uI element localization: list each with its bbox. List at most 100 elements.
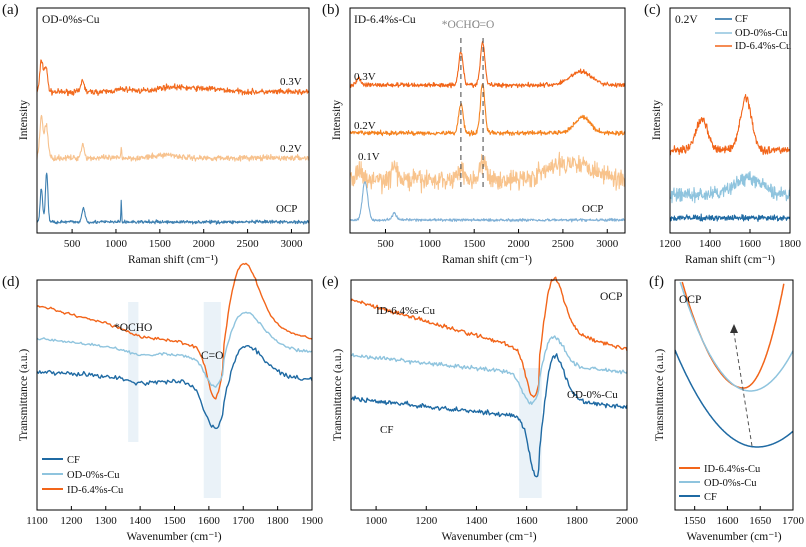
x-ticks-b: 500 1000 1500 2000 2500 3000 [377,229,619,250]
y-axis-label-b: Intensity [331,100,343,140]
x-tick-label: 1000 [419,238,442,250]
x-ticks-f: 1550 1600 1650 1700 [684,506,805,527]
panel-label-c: (c) [644,2,661,18]
x-tick-label: 1700 [782,515,805,527]
series-line-d-2 [36,345,313,430]
x-ticks-c: 1200 1400 1600 1800 [659,229,802,250]
x-tick-label: 1900 [301,515,324,527]
series-line-c-2 [669,213,791,222]
plot-frame-b [349,7,626,234]
series-line-d-1 [36,311,313,388]
annotation-co-b: C=O [472,19,494,31]
x-axis-label-b: Raman shift (cm⁻¹) [442,254,532,266]
x-tick-label: 1400 [129,515,152,527]
curve-label-a-2: OCP [276,203,297,215]
plot-frame-f [674,279,794,511]
x-tick-label: 1300 [95,515,118,527]
x-tick-label: 1400 [465,515,488,527]
panel-f: (f) 1550 1600 1650 1700 OCP ID-6.4%s-Cu OD-… [649,274,805,543]
x-tick-label: 2000 [616,515,639,527]
x-tick-label: 2000 [508,238,531,250]
x-tick-label: 1400 [699,238,722,250]
x-tick-label: 1600 [716,515,739,527]
series-line-e-1 [351,335,628,405]
panel-label-f: (f) [649,274,664,290]
curve-label-b-1: 0.2V [354,120,376,132]
y-axis-label-a: Intensity [18,100,30,140]
panel-title-a: OD-0%s-Cu [42,14,100,26]
x-tick-label: 3000 [280,238,303,250]
x-tick-label: 1800 [267,515,290,527]
series-line-b-1 [349,83,626,137]
curve-label-e-1: OD-0%-Cu [567,389,618,401]
curve-label-e-0: ID-6.4%s-Cu [376,305,435,317]
x-axis-label-c: Raman shift (cm⁻¹) [685,254,775,266]
y-axis-label-e: Transmittance (a.u.) [332,349,344,442]
x-tick-label: 1000 [365,515,388,527]
x-axis-label-d: Wavenumber (cm⁻¹) [126,531,221,543]
annotation-co-d: C=O [201,350,223,362]
series-line-f-1 [679,281,794,392]
x-ticks-d: 1100 1200 1300 1400 1500 1600 1700 1800 1900 [26,506,324,527]
series-line-c-1 [669,170,791,204]
series-line-e-0 [350,276,628,398]
curve-label-b-3: OCP [582,203,603,215]
legend-label-c-2: ID-6.4%s-Cu [735,41,792,52]
x-tick-label: 1600 [739,238,762,250]
x-tick-label: 3000 [596,238,619,250]
panel-d: (d) 1100 1200 1300 1400 1500 1600 1700 1800 1900… [2,262,324,543]
legend-label-c-0: CF [735,14,748,25]
x-tick-label: 2500 [552,238,575,250]
curve-label-a-0: 0.3V [280,76,302,88]
x-tick-label: 1100 [26,515,48,527]
series-line-f-2 [674,349,794,448]
legend-label-f-1: OD-0%s-Cu [704,478,757,489]
panel-label-e: (e) [322,274,339,290]
x-axis-label-f: Wavenumber (cm⁻¹) [686,531,781,543]
panel-title-e: OCP [600,291,622,303]
x-tick-label: 1600 [198,515,221,527]
x-tick-label: 500 [64,238,81,250]
series-lines-e [350,276,628,478]
legend-c: CF OD-0%s-Cu ID-6.4%s-Cu [715,14,792,52]
panel-label-a: (a) [2,2,19,18]
x-tick-label: 1800 [779,238,802,250]
plot-frame-e [350,279,628,511]
annotation-ocho-d: *OCHO [114,322,152,334]
y-axis-label-c: Intensity [651,100,663,140]
x-tick-label: 1650 [749,515,772,527]
series-line-e-2 [350,353,628,478]
panel-label-d: (d) [2,274,20,290]
x-tick-label: 1200 [415,515,438,527]
x-tick-label: 1200 [60,515,83,527]
series-line-c-0 [669,93,791,156]
x-tick-label: 1500 [164,515,187,527]
x-tick-label: 1500 [463,238,486,250]
series-line-d-0 [37,262,313,400]
series-line-a-0 [36,59,310,97]
x-tick-label: 1800 [566,515,589,527]
highlight-band-co [203,302,221,498]
y-axis-label-d: Transmittance (a.u.) [18,349,30,442]
x-tick-label: 1550 [684,515,707,527]
x-tick-label: 1500 [149,238,172,250]
plot-frame-a [36,7,310,234]
legend-d: CF OD-0%s-Cu ID-6.4%s-Cu [42,455,124,496]
highlight-band-ocho [128,302,139,442]
curve-label-b-2: 0.1V [358,151,380,163]
trend-arrowhead [730,324,738,333]
series-lines-b [349,40,626,223]
panel-title-f: OCP [679,294,701,306]
curve-label-a-1: 0.2V [280,143,302,155]
x-tick-label: 2000 [193,238,216,250]
x-ticks-a: 500 1000 1500 2000 2500 3000 [64,229,303,250]
x-ticks-e: 1000 1200 1400 1600 1800 2000 [365,506,639,527]
annotation-ocho-b: *OCHO [442,19,480,31]
series-line-a-2 [36,172,310,225]
curve-label-b-0: 0.3V [354,71,376,83]
panel-a: (a) 500 1000 1500 2000 2500 3000 OD-0%s-Cu 0.… [2,2,310,266]
legend-label-d-0: CF [67,455,80,466]
series-lines-d [36,262,313,430]
x-axis-label-e: Wavenumber (cm⁻¹) [441,531,536,543]
legend-label-d-1: OD-0%s-Cu [67,470,120,481]
